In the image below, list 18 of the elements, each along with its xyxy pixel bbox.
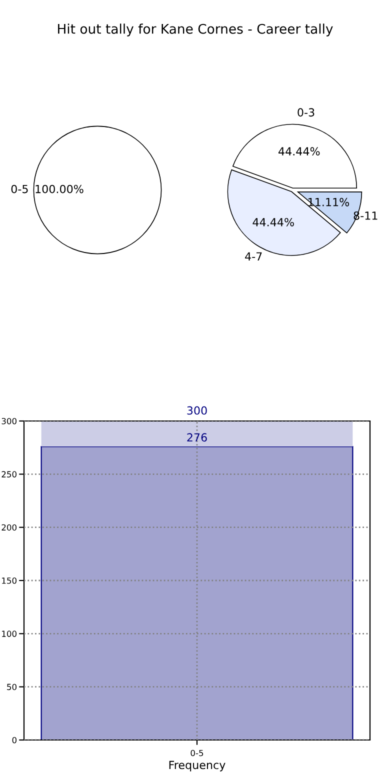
y-tick-label: 0	[12, 736, 16, 744]
data-label: 44.44%	[252, 218, 294, 226]
text: Hit out tally for Kane Cornes - Career tally	[58, 24, 333, 36]
data-label: 11.11%	[308, 198, 350, 206]
data-label: 44.44%	[278, 147, 320, 156]
slice-label: 0-3	[298, 108, 314, 117]
data-label: 276	[187, 433, 207, 442]
slice-label: 0-5	[11, 184, 28, 194]
data-label: 100.00%	[36, 184, 84, 194]
y-tick-label: 200	[2, 524, 16, 531]
y-tick-label: 50	[7, 684, 16, 690]
y-tick-label: 150	[2, 577, 16, 584]
y-tick-label: 300	[2, 418, 16, 424]
slice-label: 4-7	[245, 252, 262, 260]
y-tick-label: 100	[2, 630, 16, 637]
x-axis-title: Frequency	[169, 760, 226, 772]
total-label: 300	[187, 406, 207, 415]
y-tick-label: 250	[2, 471, 16, 478]
